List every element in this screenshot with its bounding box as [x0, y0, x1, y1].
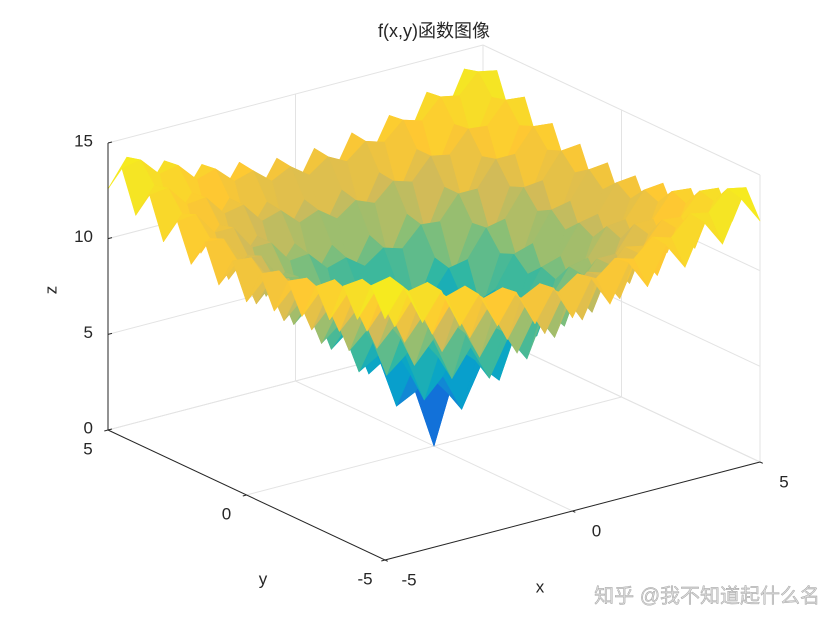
surface-patch	[370, 276, 405, 320]
x-tick	[384, 559, 389, 562]
x-tick-label: 0	[592, 521, 601, 540]
z-tick-label: 5	[84, 323, 93, 342]
z-tick	[107, 332, 113, 335]
y-tick-label: 0	[222, 504, 231, 523]
y-tick	[104, 429, 109, 432]
surface	[107, 68, 761, 447]
y-tick-label: -5	[357, 569, 372, 588]
y-tick	[242, 494, 247, 497]
x-tick	[759, 461, 764, 464]
axes: -5 0 5 -5 0 5 0 5 10 15	[74, 131, 789, 589]
z-tick-label: 10	[74, 227, 93, 246]
grid-line	[107, 44, 484, 144]
y-axis-label: y	[259, 569, 268, 588]
x-tick-label: -5	[401, 570, 416, 589]
x-axis-label: x	[536, 577, 545, 596]
y-tick	[381, 559, 386, 562]
z-tick-label: 0	[84, 418, 93, 437]
z-axis-label: z	[41, 286, 60, 295]
z-tick	[107, 428, 113, 431]
x-tick-label: 5	[779, 472, 788, 491]
watermark: 知乎 @我不知道起什么名	[594, 584, 820, 607]
z-tick	[107, 237, 113, 240]
z-tick	[107, 141, 113, 144]
y-tick-label: 5	[83, 439, 92, 458]
grid-line	[482, 44, 761, 176]
chart-title: f(x,y)函数图像	[378, 21, 490, 41]
z-tick-label: 15	[74, 131, 93, 150]
x-tick	[572, 510, 576, 513]
